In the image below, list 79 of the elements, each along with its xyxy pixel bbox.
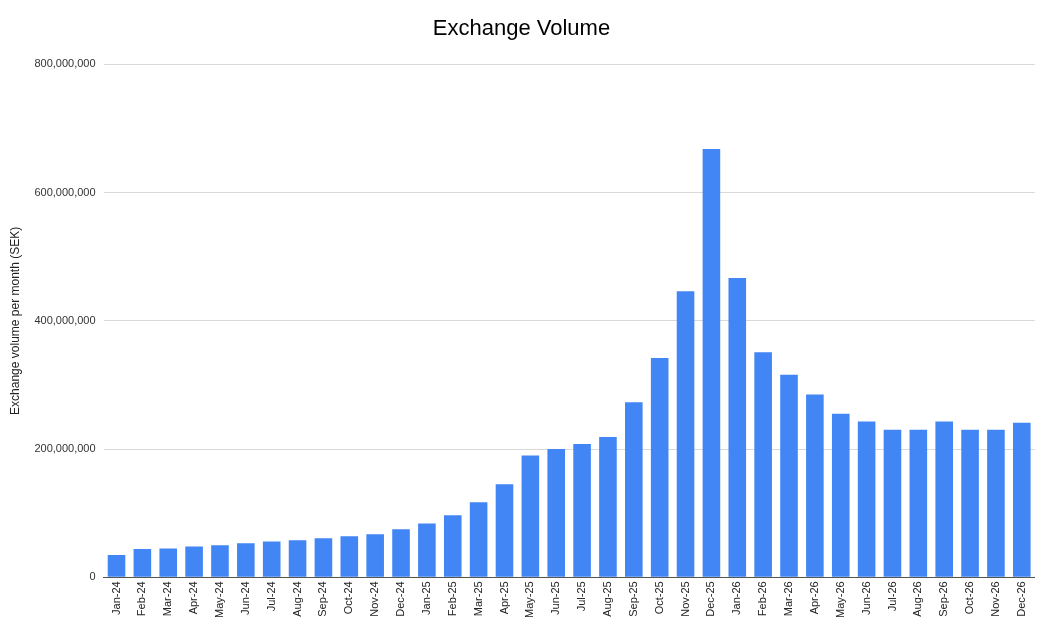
bar <box>237 543 255 577</box>
x-tick-label: Oct-25 <box>652 581 665 615</box>
bar <box>288 540 307 577</box>
bar <box>418 523 436 577</box>
y-tick-label: 600,000,000 <box>34 185 96 198</box>
bar <box>806 394 824 577</box>
x-tick-label: Mar-25 <box>471 581 484 617</box>
x-tick-label: Dec-26 <box>1014 581 1027 617</box>
x-tick-label: Aug-26 <box>911 581 924 617</box>
y-tick-label: 800,000,000 <box>34 57 96 70</box>
x-tick-label: Oct-24 <box>342 581 355 615</box>
x-tick-label: Dec-25 <box>704 581 717 617</box>
bar <box>443 515 462 577</box>
bar <box>831 413 850 577</box>
bar <box>935 421 953 577</box>
x-tick-label: May-25 <box>523 581 536 619</box>
x-tick-label: Jul-25 <box>575 581 588 612</box>
x-tick-label: Oct-26 <box>963 581 976 615</box>
x-tick-label: Nov-24 <box>368 581 381 617</box>
bar <box>366 534 384 577</box>
chart-title: Exchange Volume <box>432 15 611 41</box>
x-tick-label: May-26 <box>833 581 846 619</box>
bar <box>909 429 928 577</box>
x-tick-label: Jul-24 <box>264 581 277 612</box>
x-tick-label: Jan-25 <box>419 581 432 615</box>
bar <box>392 529 410 577</box>
bar <box>211 545 229 577</box>
bar <box>133 549 152 577</box>
x-tick-label: Sep-24 <box>316 581 329 617</box>
bar <box>159 548 178 577</box>
bar <box>340 536 359 577</box>
bar <box>961 429 979 577</box>
x-tick-label: Jun-26 <box>859 581 872 615</box>
bar <box>599 436 617 577</box>
bar <box>314 538 333 577</box>
bar <box>728 277 747 577</box>
bar <box>754 352 772 577</box>
x-tick-label: Mar-24 <box>161 581 174 617</box>
x-tick-label: Sep-25 <box>626 581 639 617</box>
x-tick-label: Mar-26 <box>782 581 795 617</box>
x-tick-label: Apr-26 <box>807 581 820 615</box>
x-tick-label: Nov-26 <box>988 581 1001 617</box>
x-tick-label: Jan-26 <box>730 581 743 615</box>
bar <box>883 429 902 577</box>
x-tick-label: Sep-26 <box>937 581 950 617</box>
x-tick-label: Apr-24 <box>187 581 200 615</box>
x-tick-label: Jul-26 <box>885 581 898 612</box>
x-tick-label: Feb-26 <box>756 581 769 617</box>
bar <box>702 149 721 577</box>
bar <box>547 449 566 577</box>
y-tick-label: 200,000,000 <box>34 442 96 455</box>
x-tick-label: Feb-24 <box>135 581 148 617</box>
x-tick-label: Dec-24 <box>394 581 407 617</box>
bar <box>521 455 540 577</box>
x-tick-label: Nov-25 <box>678 581 691 617</box>
bar <box>262 541 281 577</box>
bar <box>650 358 669 577</box>
x-tick-label: Jun-24 <box>238 581 251 615</box>
bar <box>1013 422 1031 577</box>
bar <box>987 429 1005 577</box>
x-tick-label: Aug-24 <box>290 581 303 617</box>
x-tick-label: Jan-24 <box>109 581 122 615</box>
bar <box>107 554 126 577</box>
y-axis-title: Exchange volume per month (SEK) <box>7 226 22 415</box>
bar <box>469 502 488 577</box>
x-tick-label: Apr-25 <box>497 581 510 615</box>
bar <box>185 546 203 577</box>
y-tick-label: 400,000,000 <box>34 313 96 326</box>
x-tick-label: May-24 <box>213 581 225 619</box>
x-tick-label: Jun-25 <box>549 581 562 615</box>
x-tick-label: Aug-25 <box>600 581 613 617</box>
bar <box>676 291 695 577</box>
bar <box>857 421 876 577</box>
bar <box>780 374 798 577</box>
bar <box>495 484 514 577</box>
y-tick-label: 0 <box>89 570 96 583</box>
bar <box>625 402 643 577</box>
x-tick-label: Feb-25 <box>445 581 458 617</box>
bar <box>573 443 591 577</box>
